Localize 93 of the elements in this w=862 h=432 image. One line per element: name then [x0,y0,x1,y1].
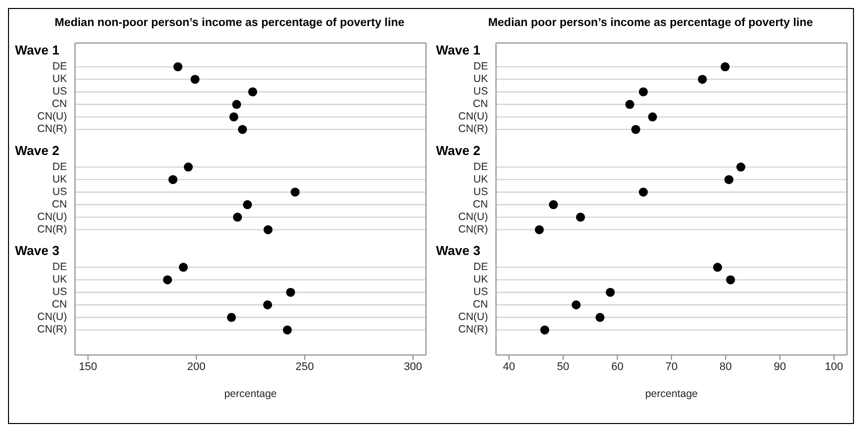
y-tick-label: CN(R) [37,223,67,236]
point [242,200,252,210]
y-tick-label: CN [52,198,67,210]
y-tick-label: UK [473,274,488,286]
point [190,74,200,84]
y-tick-label: US [52,86,67,98]
point [638,188,648,197]
y-tick-label: CN(U) [37,210,67,223]
point [290,188,300,197]
y-tick-label: UK [52,73,67,86]
point [534,225,544,234]
point [173,62,182,72]
point [178,262,188,272]
y-tick-label: CN [472,298,488,311]
point [606,288,615,297]
point [625,100,634,109]
y-tick-label: CN [52,298,67,311]
point [698,74,707,84]
y-tick-label: CN(R) [37,123,67,136]
point [168,175,178,184]
point [264,225,273,234]
y-tick-label: Wave 2 [436,142,480,158]
point [163,275,172,284]
point [229,112,238,122]
point [720,62,730,72]
x-tick-label: 250 [295,360,314,373]
y-tick-label: US [52,286,67,298]
y-tick-label: Wave 3 [436,243,480,258]
y-tick-label: DE [52,60,67,73]
y-tick-label: CN [472,98,488,110]
x-tick-label: 150 [78,360,98,373]
y-tick-label: DE [473,60,488,73]
point [263,300,272,310]
y-tick-label: CN [52,98,67,110]
y-tick-label: Wave 2 [15,142,60,158]
x-axis-title: percentage [645,388,698,400]
y-tick-label: CN(U) [37,311,67,324]
x-tick-label: 80 [720,360,732,373]
y-tick-label: UK [52,173,67,186]
y-tick-label: CN(R) [37,324,67,336]
x-tick-label: 300 [404,360,422,373]
y-tick-label: DE [52,261,67,274]
point [713,262,722,272]
y-tick-label: CN(U) [37,110,67,123]
point [726,275,736,284]
x-tick-label: 40 [502,360,516,373]
y-tick-label: UK [473,173,488,186]
y-tick-label: DE [473,261,488,274]
y-tick-label: US [473,186,488,198]
point [184,162,193,172]
y-tick-label: CN(R) [458,123,488,136]
y-tick-label: UK [52,274,67,286]
x-tick-label: 90 [774,360,786,373]
x-axis-title: percentage [224,388,277,400]
point [631,124,640,134]
y-tick-label: Wave 1 [15,42,60,58]
y-tick-label: US [473,86,488,98]
point [572,300,581,310]
x-tick-label: 60 [611,360,624,373]
x-tick-label: 50 [557,360,570,373]
point [576,212,585,222]
chart-title: Median poor person’s income as percentage of poverty line [487,16,814,31]
y-tick-label: CN [472,198,488,210]
y-tick-label: CN(U) [458,311,488,324]
y-tick-label: CN(R) [458,324,488,336]
point [596,312,604,322]
x-tick-label: 70 [665,360,678,373]
point [282,325,292,334]
x-tick-label: 100 [824,360,844,373]
point [548,200,558,210]
y-tick-label: Wave 1 [436,42,480,58]
point [226,312,236,322]
point [736,162,746,172]
point [232,100,242,109]
y-tick-label: US [52,186,67,198]
y-tick-label: CN(U) [458,110,488,123]
point [724,175,734,184]
point [238,124,247,134]
y-tick-label: US [473,286,488,298]
point [638,87,648,96]
point [286,288,296,297]
point [648,112,658,122]
chart-title: Median non-poor person’s income as percentage of poverty line [54,16,406,31]
point [540,325,550,334]
point [233,212,242,222]
point [248,87,258,96]
y-tick-label: Wave 3 [15,243,60,258]
y-tick-label: DE [52,160,67,173]
y-tick-label: DE [473,160,488,173]
y-tick-label: CN(U) [458,210,488,223]
y-tick-label: CN(R) [458,223,488,236]
y-tick-label: UK [473,73,488,86]
x-tick-label: 200 [187,360,206,373]
